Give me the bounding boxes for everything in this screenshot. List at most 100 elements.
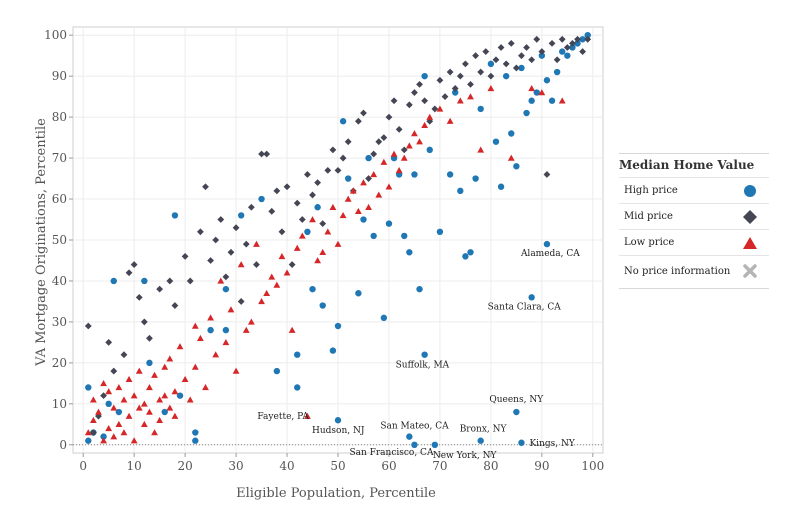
point-low-price[interactable] xyxy=(288,326,296,333)
point-mid-price[interactable] xyxy=(263,150,271,158)
point-low-price[interactable] xyxy=(477,146,485,153)
point-low-price[interactable] xyxy=(156,416,164,423)
point-low-price[interactable] xyxy=(115,384,123,391)
point-high-price[interactable] xyxy=(365,154,372,162)
point-low-price[interactable] xyxy=(171,412,179,419)
point-mid-price[interactable] xyxy=(146,334,153,342)
point-low-price[interactable] xyxy=(242,326,250,333)
point-high-price[interactable] xyxy=(462,253,469,260)
point-low-price[interactable] xyxy=(110,433,118,440)
point-low-price[interactable] xyxy=(120,429,128,436)
point-low-price[interactable] xyxy=(380,158,388,165)
point-high-price[interactable] xyxy=(492,138,500,145)
point-low-price[interactable] xyxy=(365,203,372,210)
point-high-price[interactable] xyxy=(477,105,484,113)
point-high-price[interactable] xyxy=(161,408,168,416)
point-high-price[interactable] xyxy=(309,285,316,293)
point-mid-price[interactable] xyxy=(395,126,403,133)
point-high-price[interactable] xyxy=(334,322,342,330)
point-low-price[interactable] xyxy=(278,252,286,260)
point-high-price[interactable] xyxy=(141,277,148,285)
point-mid-price[interactable] xyxy=(467,80,474,88)
point-high-price[interactable] xyxy=(237,212,245,219)
point-low-price[interactable] xyxy=(487,85,495,92)
point-mid-price[interactable] xyxy=(100,392,107,400)
point-low-price[interactable] xyxy=(293,244,301,251)
point-mid-price[interactable] xyxy=(324,166,332,174)
point-mid-price[interactable] xyxy=(293,199,301,207)
point-low-price[interactable] xyxy=(84,429,92,436)
point-mid-price[interactable] xyxy=(197,228,204,236)
point-low-price[interactable] xyxy=(446,117,454,124)
point-mid-price[interactable] xyxy=(181,252,189,260)
point-high-price[interactable] xyxy=(100,433,107,440)
point-low-price[interactable] xyxy=(319,248,327,256)
point-high-price[interactable] xyxy=(452,89,459,96)
point-high-price[interactable] xyxy=(339,118,347,125)
point-mid-price[interactable] xyxy=(365,175,372,182)
point-mid-price[interactable] xyxy=(298,216,306,223)
point-mid-price[interactable] xyxy=(569,39,576,47)
point-low-price[interactable] xyxy=(232,367,240,374)
point-low-price[interactable] xyxy=(89,416,97,423)
point-low-price[interactable] xyxy=(171,388,179,395)
point-high-price[interactable] xyxy=(222,285,230,293)
point-high-price[interactable] xyxy=(406,249,413,256)
legend-item-mid-price[interactable]: Mid price xyxy=(619,203,769,229)
point-mid-price[interactable] xyxy=(436,76,444,84)
point-high-price[interactable] xyxy=(472,175,479,182)
point-high-price[interactable] xyxy=(584,31,591,39)
point-mid-price[interactable] xyxy=(84,322,92,330)
point-low-price[interactable] xyxy=(421,121,429,129)
point-mid-price[interactable] xyxy=(222,273,230,281)
point-high-price[interactable] xyxy=(421,351,428,358)
point-low-price[interactable] xyxy=(161,392,169,399)
point-high-price[interactable] xyxy=(446,171,454,178)
point-low-price[interactable] xyxy=(202,384,209,391)
point-high-price[interactable] xyxy=(370,232,377,240)
point-mid-price[interactable] xyxy=(283,183,291,191)
point-low-price[interactable] xyxy=(324,228,332,235)
point-high-price[interactable] xyxy=(543,240,551,248)
point-high-price[interactable] xyxy=(85,437,92,444)
point-mid-price[interactable] xyxy=(584,35,592,43)
point-high-price[interactable] xyxy=(502,72,510,80)
point-low-price[interactable] xyxy=(151,371,158,378)
legend-item-no-price-information[interactable]: No price information xyxy=(619,255,769,286)
point-mid-price[interactable] xyxy=(288,261,296,268)
point-low-price[interactable] xyxy=(558,97,566,104)
point-low-price[interactable] xyxy=(400,154,408,161)
point-mid-price[interactable] xyxy=(309,191,316,199)
point-low-price[interactable] xyxy=(370,171,378,178)
point-high-price[interactable] xyxy=(426,146,433,154)
point-high-price[interactable] xyxy=(319,302,326,309)
point-mid-price[interactable] xyxy=(227,248,235,256)
point-mid-price[interactable] xyxy=(487,72,495,80)
point-mid-price[interactable] xyxy=(497,44,505,51)
point-high-price[interactable] xyxy=(329,347,337,354)
point-high-price[interactable] xyxy=(380,314,388,322)
point-low-price[interactable] xyxy=(89,396,97,403)
point-low-price[interactable] xyxy=(329,203,337,210)
point-high-price[interactable] xyxy=(543,77,551,84)
point-high-price[interactable] xyxy=(146,359,153,367)
point-mid-price[interactable] xyxy=(237,298,245,305)
point-high-price[interactable] xyxy=(115,408,123,416)
point-low-price[interactable] xyxy=(151,429,158,436)
point-low-price[interactable] xyxy=(334,240,342,247)
point-low-price[interactable] xyxy=(304,412,311,419)
point-mid-price[interactable] xyxy=(456,72,464,80)
point-mid-price[interactable] xyxy=(130,261,138,268)
point-mid-price[interactable] xyxy=(543,171,551,178)
point-high-price[interactable] xyxy=(222,326,230,334)
point-mid-price[interactable] xyxy=(563,44,571,51)
point-high-price[interactable] xyxy=(513,163,520,170)
point-high-price[interactable] xyxy=(564,52,571,59)
point-low-price[interactable] xyxy=(349,187,357,194)
point-high-price[interactable] xyxy=(334,417,342,424)
point-mid-price[interactable] xyxy=(400,146,408,154)
point-low-price[interactable] xyxy=(166,404,174,411)
point-mid-price[interactable] xyxy=(166,277,174,285)
point-mid-price[interactable] xyxy=(416,80,423,88)
point-low-price[interactable] xyxy=(436,105,444,112)
